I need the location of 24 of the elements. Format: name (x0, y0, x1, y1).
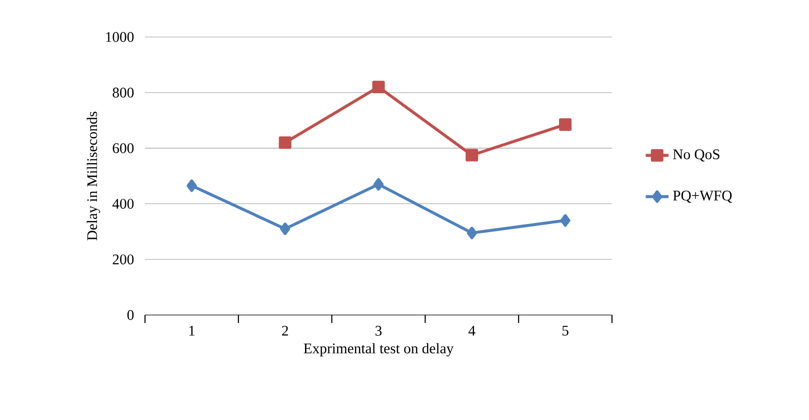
y-tick-label: 400 (112, 198, 134, 209)
point (372, 80, 385, 94)
point (560, 214, 570, 227)
legend-label: PQ+WFQ (673, 190, 732, 203)
y-axis-title: Delay in Milliseconds (86, 112, 100, 240)
x-tick-label: 2 (282, 326, 288, 336)
point (466, 148, 478, 162)
y-tick-label: 600 (112, 143, 134, 154)
x-axis-title: Exprimental test on delay (304, 343, 454, 356)
x-tick-label: 4 (468, 326, 476, 336)
legend-label: No QoS (673, 149, 720, 162)
point (559, 118, 572, 131)
point (373, 178, 384, 191)
point (186, 179, 197, 192)
x-tick-label: 5 (562, 326, 568, 336)
x-tick-label: 3 (376, 326, 382, 336)
y-tick-label: 200 (112, 254, 134, 264)
point (280, 222, 290, 236)
y-tick-label: 800 (112, 88, 134, 98)
y-tick-label: 0 (127, 310, 134, 320)
x-tick-label: 1 (189, 326, 194, 336)
point (278, 136, 292, 149)
point (466, 226, 477, 240)
y-tick-label: 1000 (106, 32, 134, 42)
